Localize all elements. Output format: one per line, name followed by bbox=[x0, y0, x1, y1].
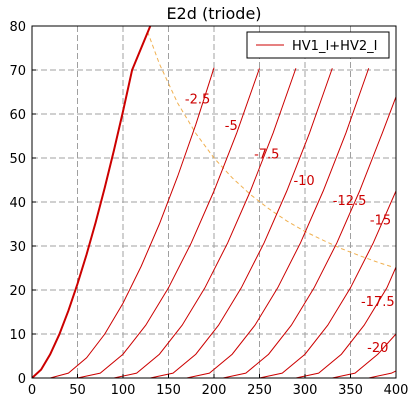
chart-title: E2d (triode) bbox=[166, 4, 261, 23]
plate-curve-line bbox=[32, 68, 260, 378]
curve-label: -12.5 bbox=[333, 194, 367, 209]
y-tick-label: 0 bbox=[18, 372, 26, 387]
y-tick-label: 10 bbox=[9, 328, 26, 343]
x-tick-label: 150 bbox=[156, 383, 181, 398]
x-tick-label: 50 bbox=[69, 383, 86, 398]
plate-curve-line bbox=[32, 26, 152, 378]
y-tick-label: 70 bbox=[9, 64, 26, 79]
plate-curve-line bbox=[32, 67, 215, 378]
plate-curve-line bbox=[32, 96, 396, 378]
max-dissipation-line bbox=[147, 31, 392, 268]
y-tick-label: 60 bbox=[9, 108, 26, 123]
y-tick-label: 30 bbox=[9, 240, 26, 255]
curve-label: -15 bbox=[370, 214, 391, 229]
plate-curve-line bbox=[32, 68, 370, 378]
x-tick-label: 200 bbox=[202, 383, 227, 398]
plate-curves bbox=[32, 26, 396, 378]
x-tick-label: 0 bbox=[28, 383, 36, 398]
x-tick-label: 300 bbox=[293, 383, 318, 398]
curve-label: -10 bbox=[293, 174, 314, 189]
plate-curve-line bbox=[32, 266, 396, 378]
legend-label: HV1_I+HV2_I bbox=[292, 39, 377, 54]
plate-curve-line bbox=[32, 190, 396, 378]
curve-labels: -2.5 -5 -7.5 -10 -12.5-15 -17.5 -20 bbox=[185, 93, 395, 357]
curve-label: -5 bbox=[225, 119, 238, 134]
plate-curve-line bbox=[32, 370, 396, 378]
y-tick-label: 50 bbox=[9, 152, 26, 167]
y-tick-label: 80 bbox=[9, 20, 26, 35]
legend: HV1_I+HV2_I bbox=[246, 31, 390, 59]
x-tick-label: 250 bbox=[247, 383, 272, 398]
curve-label: -7.5 bbox=[254, 148, 279, 163]
plate-curve-line bbox=[32, 68, 297, 378]
y-tick-label: 20 bbox=[9, 284, 26, 299]
plate-curve-line bbox=[32, 333, 396, 378]
x-tick-label: 100 bbox=[111, 383, 136, 398]
x-tick-label: 400 bbox=[384, 383, 409, 398]
max-dissipation-curve-group bbox=[147, 31, 392, 268]
x-tick-label: 350 bbox=[338, 383, 363, 398]
plate-curve-line bbox=[32, 68, 333, 378]
axes-ticks: 0 50 100 150 200 250 300 350 400 0 10 20 30 40 50 60 70 8… bbox=[9, 20, 408, 398]
curve-label: -20 bbox=[367, 341, 388, 356]
y-tick-label: 40 bbox=[9, 196, 26, 211]
curve-label: -17.5 bbox=[361, 295, 395, 310]
curve-label: -2.5 bbox=[185, 93, 210, 108]
